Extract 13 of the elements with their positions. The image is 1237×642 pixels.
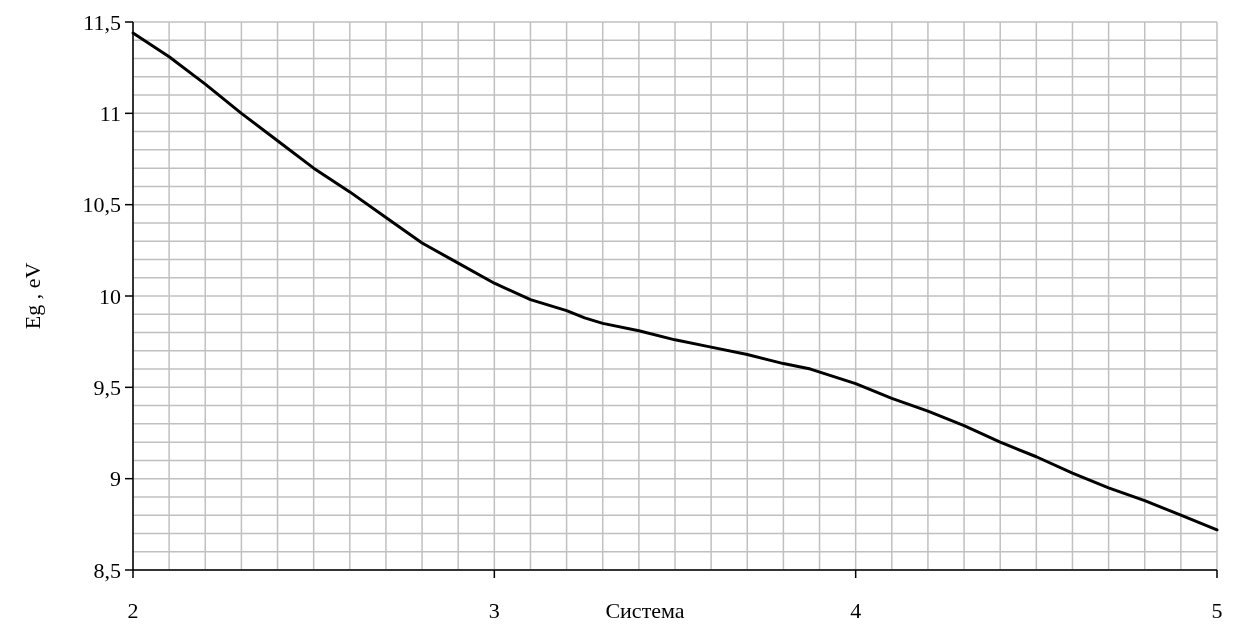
y-tick-label: 11	[99, 101, 121, 127]
x-tick-label: 2	[127, 598, 139, 623]
x-tick-label: 5	[1211, 598, 1223, 623]
y-tick-label: 10,5	[82, 192, 121, 218]
x-tick-label: 4	[850, 598, 862, 623]
y-tick-label: 8,5	[93, 557, 121, 583]
y-tick-label: 10	[99, 283, 121, 309]
y-axis-title: Eg , eV	[20, 262, 45, 330]
y-tick-label: 9	[110, 466, 121, 492]
x-axis-title: Система	[605, 598, 685, 623]
y-tick-label: 11,5	[83, 9, 121, 35]
x-tick-label: 3	[488, 598, 500, 623]
y-tick-label: 9,5	[93, 375, 121, 401]
